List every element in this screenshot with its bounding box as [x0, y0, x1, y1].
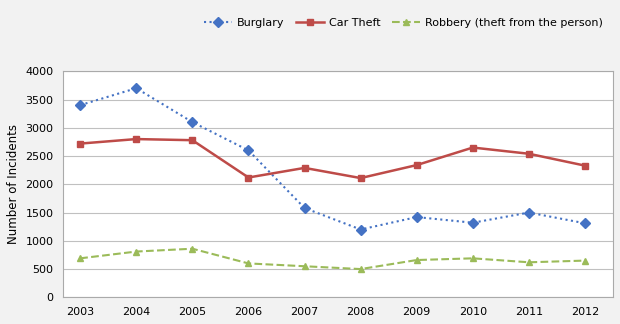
Burglary — [469, 221, 477, 225]
Burglary — [582, 221, 589, 225]
Robbery (theft from the person) — [133, 249, 140, 253]
Line: Car Theft: Car Theft — [77, 136, 588, 181]
Car Theft — [133, 137, 140, 141]
Car Theft — [357, 176, 365, 180]
Burglary — [245, 148, 252, 152]
Burglary — [413, 215, 420, 219]
Burglary — [525, 211, 533, 214]
Car Theft — [301, 166, 308, 170]
Y-axis label: Number of Incidents: Number of Incidents — [7, 124, 20, 244]
Line: Robbery (theft from the person): Robbery (theft from the person) — [77, 245, 588, 272]
Car Theft — [188, 138, 196, 142]
Robbery (theft from the person) — [301, 264, 308, 268]
Car Theft — [469, 145, 477, 149]
Robbery (theft from the person) — [525, 260, 533, 264]
Car Theft — [525, 152, 533, 156]
Robbery (theft from the person) — [357, 267, 365, 271]
Robbery (theft from the person) — [469, 256, 477, 260]
Robbery (theft from the person) — [76, 256, 84, 260]
Robbery (theft from the person) — [188, 247, 196, 251]
Legend: Burglary, Car Theft, Robbery (theft from the person): Burglary, Car Theft, Robbery (theft from… — [200, 14, 608, 32]
Car Theft — [582, 164, 589, 168]
Car Theft — [245, 176, 252, 179]
Robbery (theft from the person) — [582, 259, 589, 262]
Burglary — [301, 206, 308, 210]
Robbery (theft from the person) — [245, 261, 252, 265]
Car Theft — [413, 163, 420, 167]
Burglary — [357, 227, 365, 231]
Burglary — [133, 86, 140, 90]
Burglary — [76, 103, 84, 107]
Robbery (theft from the person) — [413, 258, 420, 262]
Car Theft — [76, 142, 84, 145]
Line: Burglary: Burglary — [77, 85, 588, 233]
Burglary — [188, 120, 196, 124]
